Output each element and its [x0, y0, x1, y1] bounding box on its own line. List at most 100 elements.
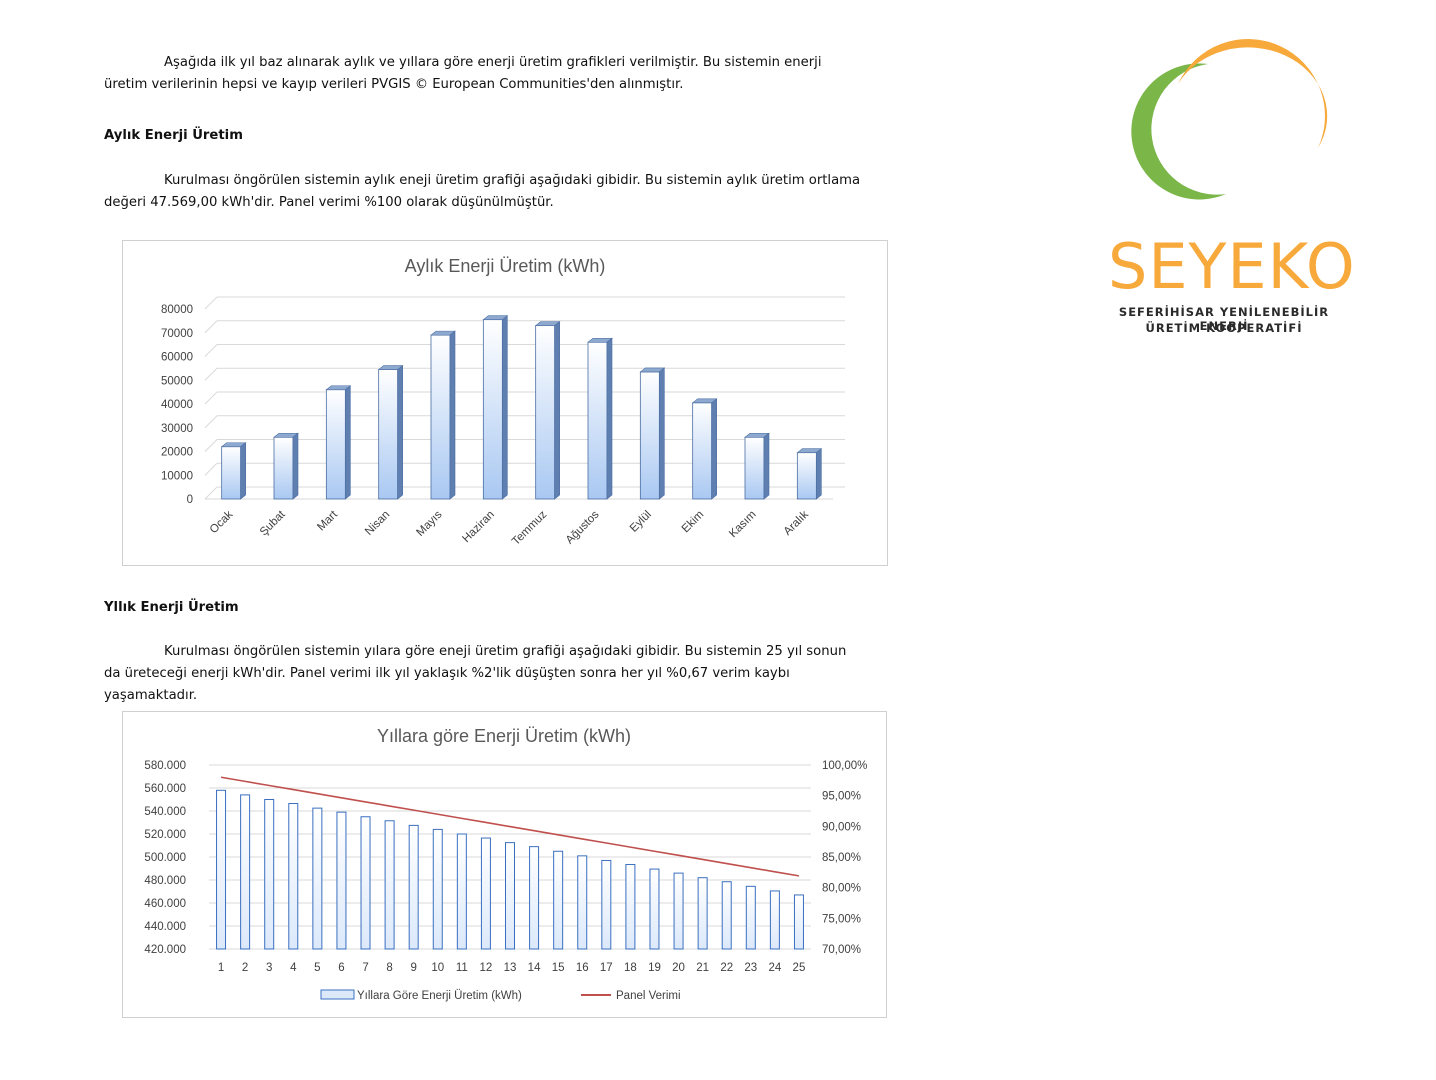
- monthly-bar: [744, 436, 765, 500]
- monthly-ytick-label: 80000: [161, 304, 193, 316]
- yearly-bar: [697, 877, 708, 950]
- monthly-ytick-label: 20000: [161, 447, 193, 459]
- yearly-xtick-label: 5: [314, 962, 320, 974]
- monthly-gridline-side: [204, 367, 218, 381]
- yearly-xtick-label: 14: [528, 962, 541, 974]
- monthly-bar: [587, 341, 608, 500]
- monthly-bar-side: [554, 321, 560, 500]
- yearly-bar: [408, 824, 419, 950]
- monthly-bar-side: [449, 330, 456, 500]
- monthly-bar-side: [659, 367, 665, 500]
- monthly-bar-side: [345, 385, 351, 500]
- yearly-efficiency-line: [220, 776, 800, 877]
- legend-bar-label: Yıllara Göre Enerji Üretim (kWh): [357, 990, 522, 1002]
- yearly-bar: [721, 881, 732, 950]
- monthly-gridline-side: [204, 296, 218, 310]
- intro-text: Aşağıda ilk yıl baz alınarak aylık ve yı…: [104, 55, 822, 92]
- monthly-ytick-label: 60000: [161, 352, 193, 364]
- monthly-gridline-side: [204, 344, 218, 357]
- yearly-ytick-left: 520.000: [144, 829, 186, 841]
- yearly-xtick-label: 21: [696, 962, 709, 974]
- monthly-bar: [273, 436, 294, 500]
- yearly-bar: [625, 863, 636, 950]
- monthly-bar-side: [240, 442, 246, 500]
- monthly-bar: [430, 334, 451, 500]
- monthly-xtick-label: Eylül: [628, 509, 654, 535]
- yearly-ytick-right: 95,00%: [822, 791, 861, 803]
- yearly-xtick-label: 17: [600, 962, 613, 974]
- monthly-bar: [639, 371, 660, 500]
- monthly-bar: [325, 389, 346, 500]
- yearly-xtick-label: 16: [576, 962, 589, 974]
- yearly-xtick-label: 25: [793, 962, 806, 974]
- monthly-text: Kurulması öngörülen sistemin aylık eneji…: [104, 173, 861, 210]
- legend-bar-swatch: [320, 989, 355, 1000]
- monthly-heading: Aylık Enerji Üretim: [104, 128, 243, 143]
- seyeko-logo: SEYEKO SEFERİHİSAR YENİLENEBİLİR ENERJİ …: [1108, 36, 1355, 346]
- yearly-bar: [216, 789, 227, 950]
- yearly-xtick-label: 9: [410, 962, 416, 974]
- monthly-gridline-side: [204, 320, 218, 334]
- monthly-chart-title: Aylık Enerji Üretim (kWh): [405, 256, 606, 276]
- yearly-xtick-label: 12: [480, 962, 493, 974]
- yearly-xtick-label: 1: [218, 962, 224, 974]
- yearly-bar: [505, 842, 515, 950]
- monthly-xtick-label: Ağustos: [564, 508, 602, 546]
- yearly-bar: [264, 799, 275, 950]
- yearly-chart-svg: Yıllara göre Enerji Üretim (kWh) 420.000 4…: [144, 726, 867, 1002]
- monthly-bar-side: [711, 398, 717, 500]
- yearly-bar: [480, 837, 491, 950]
- monthly-ytick-label: 70000: [161, 328, 193, 340]
- yearly-xtick-label: 11: [456, 962, 468, 974]
- yearly-xtick-label: 2: [242, 962, 248, 974]
- yearly-ytick-left: 480.000: [144, 875, 186, 887]
- yearly-bar: [769, 890, 780, 950]
- yearly-ytick-right: 80,00%: [822, 883, 861, 895]
- yearly-bar: [793, 894, 804, 950]
- monthly-gridline-side: [204, 391, 218, 405]
- yearly-xtick-label: 6: [338, 962, 344, 974]
- yearly-ytick-left: 440.000: [144, 921, 186, 933]
- yearly-bar: [240, 794, 251, 950]
- yearly-bar: [288, 803, 299, 950]
- yearly-ytick-right: 75,00%: [822, 913, 861, 925]
- yearly-bar: [360, 816, 371, 950]
- yearly-bar: [432, 828, 443, 950]
- monthly-bar: [378, 369, 399, 500]
- monthly-chart-svg: Aylık Enerji Üretim (kWh) 0 10000 20000 3000…: [161, 256, 845, 548]
- monthly-xtick-label: Mart: [315, 508, 340, 533]
- yearly-paragraph: Kurulması öngörülen sistemin yılara göre…: [104, 641, 864, 707]
- monthly-ytick-label: 10000: [161, 470, 193, 482]
- monthly-bar-side: [397, 364, 403, 500]
- monthly-gridline-side: [204, 462, 218, 476]
- yearly-xtick-label: 10: [431, 962, 444, 974]
- yearly-ytick-left: 540.000: [144, 806, 186, 818]
- monthly-gridline-side: [204, 439, 218, 452]
- yearly-ytick-left: 500.000: [144, 852, 186, 864]
- monthly-bar-side: [606, 337, 613, 500]
- monthly-ytick-label: 30000: [161, 423, 193, 435]
- yearly-bar: [577, 855, 588, 950]
- monthly-paragraph: Kurulması öngörülen sistemin aylık eneji…: [104, 170, 864, 214]
- monthly-bar: [482, 319, 503, 500]
- logo-subtitle-2: ÜRETİM KOOPERATİFİ: [1145, 321, 1303, 335]
- monthly-xtick-label: Mayıs: [414, 508, 444, 538]
- monthly-bar-side: [763, 432, 770, 500]
- yearly-bar: [673, 872, 684, 950]
- monthly-xtick-label: Ocak: [208, 508, 236, 536]
- intro-paragraph: Aşağıda ilk yıl baz alınarak aylık ve yı…: [104, 52, 864, 96]
- yearly-xtick-label: 4: [290, 962, 297, 974]
- monthly-bar: [692, 402, 713, 500]
- monthly-xtick-label: Temmuz: [510, 508, 549, 547]
- monthly-ytick-label: 0: [187, 494, 193, 506]
- yearly-bar: [384, 820, 395, 950]
- yearly-ytick-right: 85,00%: [822, 852, 861, 864]
- yearly-xtick-label: 8: [386, 962, 392, 974]
- yearly-bar: [312, 807, 323, 950]
- logo-subtitle-1: SEFERİHİSAR YENİLENEBİLİR ENERJİ: [1118, 305, 1330, 333]
- yearly-ytick-left: 560.000: [144, 783, 186, 795]
- monthly-xtick-label: Haziran: [460, 509, 497, 546]
- monthly-gridline-side: [204, 415, 218, 429]
- monthly-xtick-label: Şubat: [258, 508, 288, 538]
- yearly-bar: [601, 859, 612, 950]
